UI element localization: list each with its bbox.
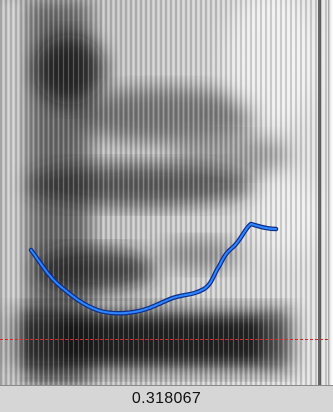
spectrogram-panel[interactable] (0, 0, 333, 385)
pitch-contour-highlight (30, 223, 277, 315)
glottal-striations (0, 0, 330, 385)
panel-edge (328, 0, 333, 385)
spectrogram-canvas[interactable] (0, 0, 333, 385)
time-readout: 0.318067 (131, 390, 202, 407)
time-bar: 0.318067 (0, 385, 333, 412)
cursor-line[interactable] (0, 339, 333, 340)
boundary-line (318, 0, 321, 385)
